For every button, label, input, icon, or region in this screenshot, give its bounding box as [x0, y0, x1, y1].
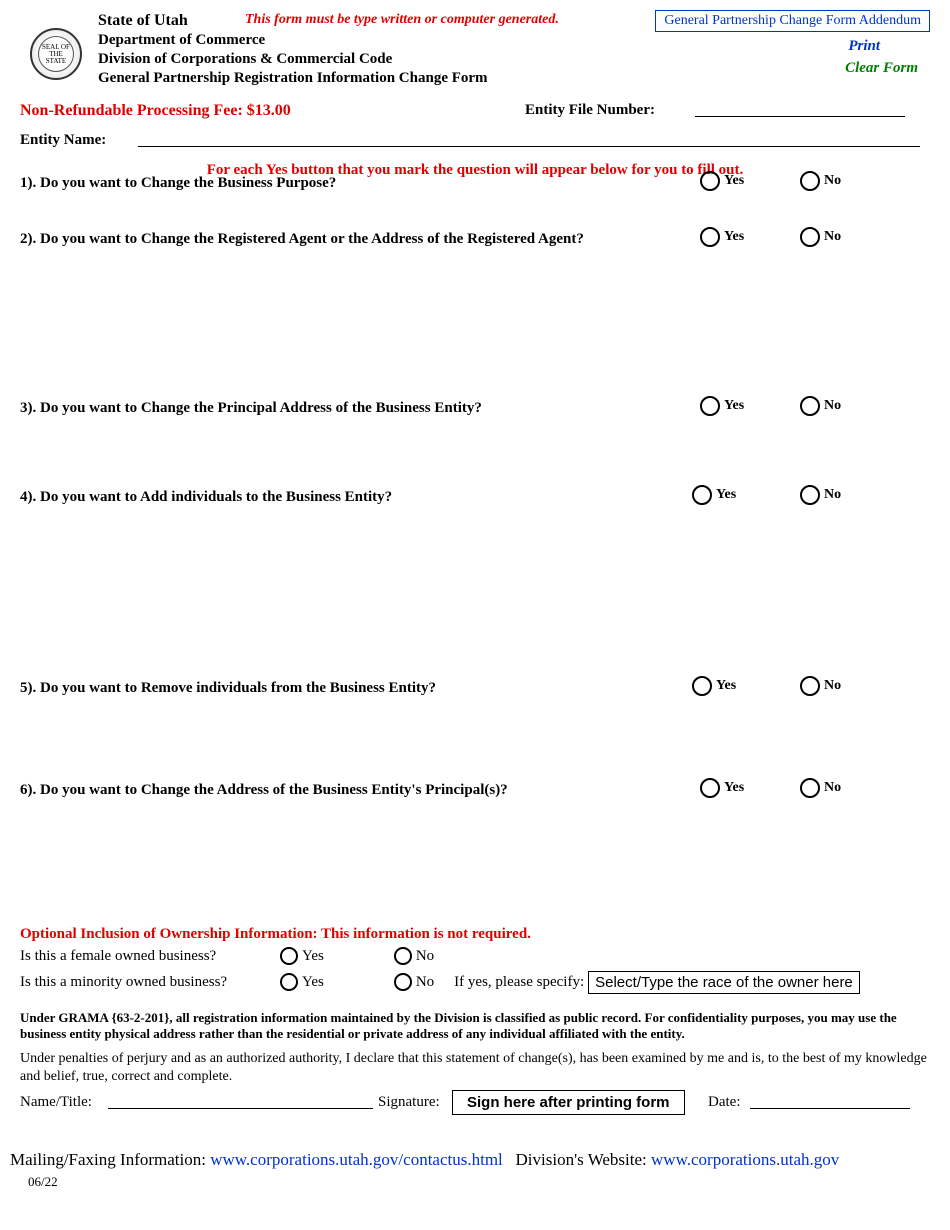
question-4-yes-radio[interactable]: [692, 485, 712, 505]
question-1-yes-radio[interactable]: [700, 171, 720, 191]
question-4-yes-label: Yes: [716, 487, 736, 503]
addendum-link[interactable]: General Partnership Change Form Addendum: [655, 10, 930, 32]
form-title: General Partnership Registration Informa…: [98, 70, 488, 87]
question-5-yes-label: Yes: [716, 678, 736, 694]
question-3-text: 3). Do you want to Change the Principal …: [20, 400, 482, 416]
question-1-yes-label: Yes: [724, 173, 744, 189]
clear-form-button[interactable]: Clear Form: [845, 60, 918, 77]
name-title-input[interactable]: [108, 1108, 373, 1109]
question-6-yes-label: Yes: [724, 780, 744, 796]
question-6-text: 6). Do you want to Change the Address of…: [20, 782, 508, 798]
perjury-declaration: Under penalties of perjury and as an aut…: [20, 1050, 930, 1085]
question-2-yes-radio[interactable]: [700, 227, 720, 247]
processing-fee: Non-Refundable Processing Fee: $13.00: [20, 102, 291, 119]
website-url-link[interactable]: www.corporations.utah.gov: [651, 1150, 839, 1169]
print-button[interactable]: Print: [848, 38, 880, 55]
question-3-yes-radio[interactable]: [700, 396, 720, 416]
division-name: Division of Corporations & Commercial Co…: [98, 51, 488, 68]
question-2-yes-label: Yes: [724, 229, 744, 245]
female-owned-question: Is this a female owned business?: [20, 948, 280, 965]
date-input[interactable]: [750, 1108, 910, 1109]
female-owned-yes-label: Yes: [302, 948, 324, 965]
minority-owned-no-radio[interactable]: [394, 973, 412, 991]
signature-box[interactable]: Sign here after printing form: [452, 1090, 685, 1115]
minority-owned-yes-label: Yes: [302, 974, 324, 991]
question-1-no-radio[interactable]: [800, 171, 820, 191]
question-4-no-radio[interactable]: [800, 485, 820, 505]
seal-inner: SEAL OF THE STATE: [38, 36, 74, 72]
mailing-url-link[interactable]: www.corporations.utah.gov/contactus.html: [210, 1150, 503, 1169]
question-6-no-radio[interactable]: [800, 778, 820, 798]
question-3-no-label: No: [824, 398, 841, 414]
female-owned-no-radio[interactable]: [394, 947, 412, 965]
question-3-no-radio[interactable]: [800, 396, 820, 416]
entity-name-input[interactable]: [138, 146, 920, 147]
question-1-no-label: No: [824, 173, 841, 189]
question-6-no-label: No: [824, 780, 841, 796]
specify-race-label: If yes, please specify:: [454, 974, 584, 991]
minority-owned-yes-radio[interactable]: [280, 973, 298, 991]
specify-race-input[interactable]: Select/Type the race of the owner here: [588, 971, 860, 994]
name-title-label: Name/Title:: [20, 1094, 92, 1111]
mailing-label: Mailing/Faxing Information:: [10, 1150, 206, 1169]
department-name: Department of Commerce: [98, 32, 488, 49]
signature-label: Signature:: [378, 1094, 440, 1111]
revision-date: 06/22: [28, 1174, 58, 1190]
female-owned-no-label: No: [416, 948, 434, 965]
question-4-text: 4). Do you want to Add individuals to th…: [20, 489, 392, 505]
grama-notice: Under GRAMA {63-2-201}, all registration…: [20, 1010, 930, 1043]
question-6-yes-radio[interactable]: [700, 778, 720, 798]
question-2-no-label: No: [824, 229, 841, 245]
question-3-yes-label: Yes: [724, 398, 744, 414]
type-written-warning: This form must be type written or comput…: [245, 12, 559, 28]
female-owned-yes-radio[interactable]: [280, 947, 298, 965]
optional-ownership-heading: Optional Inclusion of Ownership Informat…: [20, 926, 930, 943]
question-5-yes-radio[interactable]: [692, 676, 712, 696]
question-4-no-label: No: [824, 487, 841, 503]
date-label: Date:: [708, 1094, 740, 1111]
minority-owned-question: Is this a minority owned business?: [20, 974, 280, 991]
question-1-text: 1). Do you want to Change the Business P…: [20, 175, 336, 191]
question-5-no-radio[interactable]: [800, 676, 820, 696]
entity-name-label: Entity Name:: [20, 132, 106, 148]
question-5-text: 5). Do you want to Remove individuals fr…: [20, 680, 436, 696]
state-seal-icon: SEAL OF THE STATE: [30, 28, 82, 80]
entity-file-number-input[interactable]: [695, 116, 905, 117]
question-2-no-radio[interactable]: [800, 227, 820, 247]
entity-file-number-label: Entity File Number:: [525, 102, 655, 119]
minority-owned-no-label: No: [416, 974, 434, 991]
question-5-no-label: No: [824, 678, 841, 694]
website-label: Division's Website:: [516, 1150, 647, 1169]
question-2-text: 2). Do you want to Change the Registered…: [20, 231, 584, 247]
